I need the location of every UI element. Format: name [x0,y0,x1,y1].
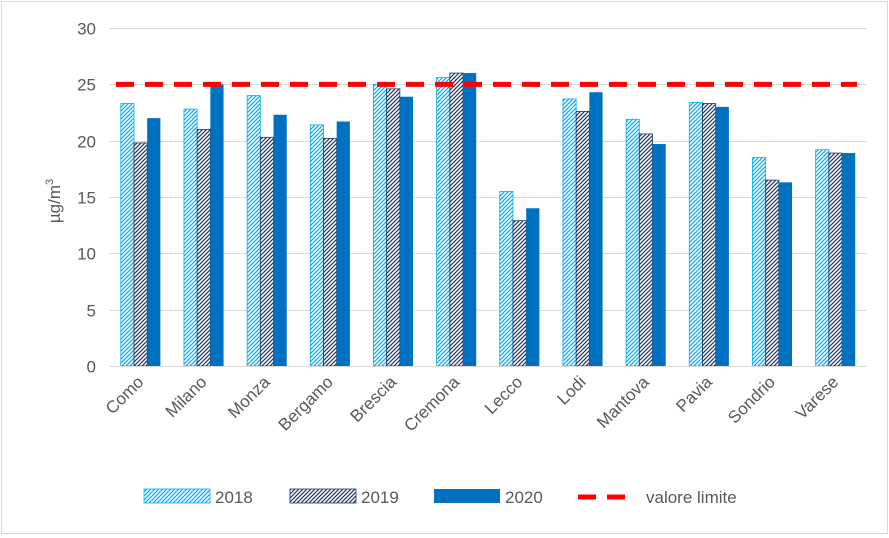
bar-monza-2019 [259,136,274,367]
bar-pavia-2018 [688,101,703,367]
x-tick-label: Brescia [347,372,401,426]
bar-brescia-2020 [399,96,414,366]
bars [120,72,856,367]
bar-mantova-2019 [638,133,653,367]
y-tick-label: 25 [77,76,96,95]
bar-cremona-2018 [436,77,451,367]
legend: 2018 2019 2020 valore limite [143,488,737,507]
y-tick-label: 15 [77,189,96,208]
bar-como-2019 [133,142,148,367]
bar-sondrio-2020 [778,182,793,366]
y-axis-label-base: µg/m [45,185,64,223]
bar-lodi-2020 [589,92,603,366]
bar-brescia-2019 [386,88,401,367]
bar-milano-2020 [210,84,224,366]
bar-mantova-2018 [625,118,640,367]
bar-como-2018 [120,103,135,367]
bar-lecco-2018 [499,190,514,367]
bar-bergamo-2019 [323,138,338,367]
bar-lodi-2019 [575,110,590,367]
x-tick-label: Cremona [400,372,463,435]
x-tick-label: Monza [224,372,274,422]
x-tick-label: Varese [792,372,843,423]
bar-bergamo-2020 [336,121,350,366]
bar-pavia-2020 [715,106,729,367]
bar-varese-2018 [815,149,830,367]
bar-monza-2018 [246,95,261,367]
bar-lodi-2018 [562,98,577,367]
x-tick-label: Pavia [672,372,716,416]
y-axis-label-superscript: 3 [44,179,56,185]
bar-milano-2018 [183,108,198,367]
legend-label-2020: 2020 [505,488,543,507]
x-tick-label: Sondrio [724,372,779,427]
legend-label-valore-limite: valore limite [646,488,737,507]
bar-cremona-2019 [449,72,464,367]
bar-mantova-2020 [652,144,666,366]
legend-swatch-2019 [289,488,357,504]
bar-sondrio-2018 [752,157,767,367]
legend-swatch-2018 [143,488,211,504]
y-axis-label: µg/m3 [44,179,64,223]
bar-cremona-2020 [463,73,477,366]
bar-lecco-2019 [512,220,527,367]
legend-label-2018: 2018 [215,488,253,507]
x-tick-label: Bergamo [275,372,337,434]
bar-como-2020 [147,118,161,366]
y-tick-label: 0 [87,358,96,377]
x-tick-label: Lecco [481,372,527,418]
x-tick-label: Mantova [593,372,653,432]
bar-pavia-2019 [702,103,717,367]
legend-label-2019: 2019 [361,488,399,507]
bar-varese-2019 [828,152,843,367]
bar-bergamo-2018 [309,124,324,367]
y-axis-ticks: 0 5 10 15 20 25 30 [77,20,96,377]
bar-milano-2019 [196,129,211,367]
y-tick-label: 10 [77,245,96,264]
x-axis-ticks: Como Milano Monza Bergamo Brescia Cremona Lecc… [102,372,842,435]
y-tick-label: 30 [77,20,96,39]
bar-sondrio-2019 [765,179,780,367]
bar-monza-2020 [273,114,287,366]
x-tick-label: Lodi [553,372,589,408]
y-tick-label: 5 [87,302,96,321]
x-tick-label: Como [102,372,148,418]
legend-swatch-2020 [434,489,500,503]
x-tick-label: Milano [162,372,211,421]
bar-lecco-2020 [526,208,540,366]
y-tick-label: 20 [77,133,96,152]
bar-brescia-2018 [373,83,388,367]
bar-varese-2020 [842,153,856,366]
